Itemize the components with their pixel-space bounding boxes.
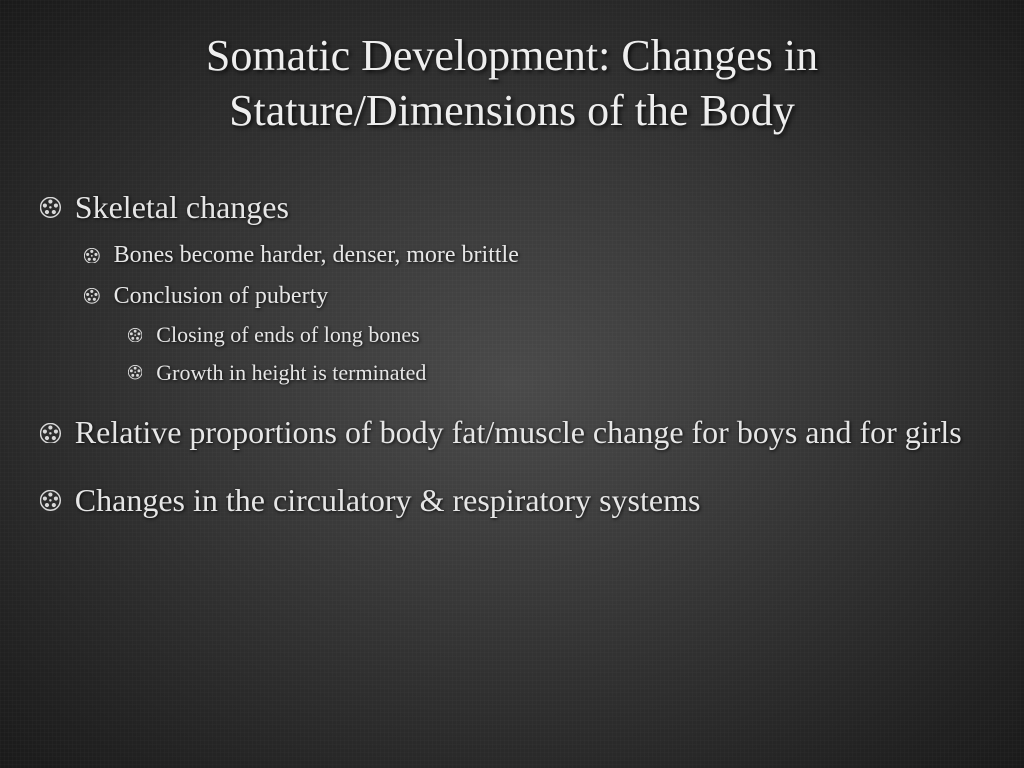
slide-title: Somatic Development: Changes in Stature/… [40, 28, 984, 138]
bullet-text: Skeletal changes [75, 186, 289, 229]
list-item: Relative proportions of body fat/muscle … [40, 411, 984, 454]
list-item: Closing of ends of long bones [128, 320, 984, 350]
slide: Somatic Development: Changes in Stature/… [0, 0, 1024, 768]
bullet-text: Conclusion of puberty [114, 280, 329, 312]
film-reel-icon [40, 423, 61, 444]
film-reel-icon [40, 490, 61, 511]
film-reel-icon [128, 365, 142, 379]
film-reel-icon [128, 328, 142, 342]
film-reel-icon [84, 248, 100, 264]
bullet-text: Closing of ends of long bones [156, 320, 419, 350]
bullet-list: Bones become harder, denser, more brittl… [84, 239, 984, 387]
list-item: Skeletal changes Bones become harder, de… [40, 186, 984, 387]
bullet-text: Relative proportions of body fat/muscle … [75, 411, 962, 454]
list-item: Changes in the circulatory & respiratory… [40, 479, 984, 522]
list-item: Growth in height is terminated [128, 358, 984, 388]
bullet-list: Skeletal changes Bones become harder, de… [40, 186, 984, 522]
bullet-list: Closing of ends of long bones Growth in … [128, 320, 984, 387]
bullet-text: Growth in height is terminated [156, 358, 426, 388]
film-reel-icon [84, 288, 100, 304]
bullet-text: Changes in the circulatory & respiratory… [75, 479, 701, 522]
list-item: Bones become harder, denser, more brittl… [84, 239, 984, 271]
bullet-text: Bones become harder, denser, more brittl… [114, 239, 519, 271]
list-item: Conclusion of puberty Closing of ends of… [84, 280, 984, 388]
film-reel-icon [40, 197, 61, 218]
